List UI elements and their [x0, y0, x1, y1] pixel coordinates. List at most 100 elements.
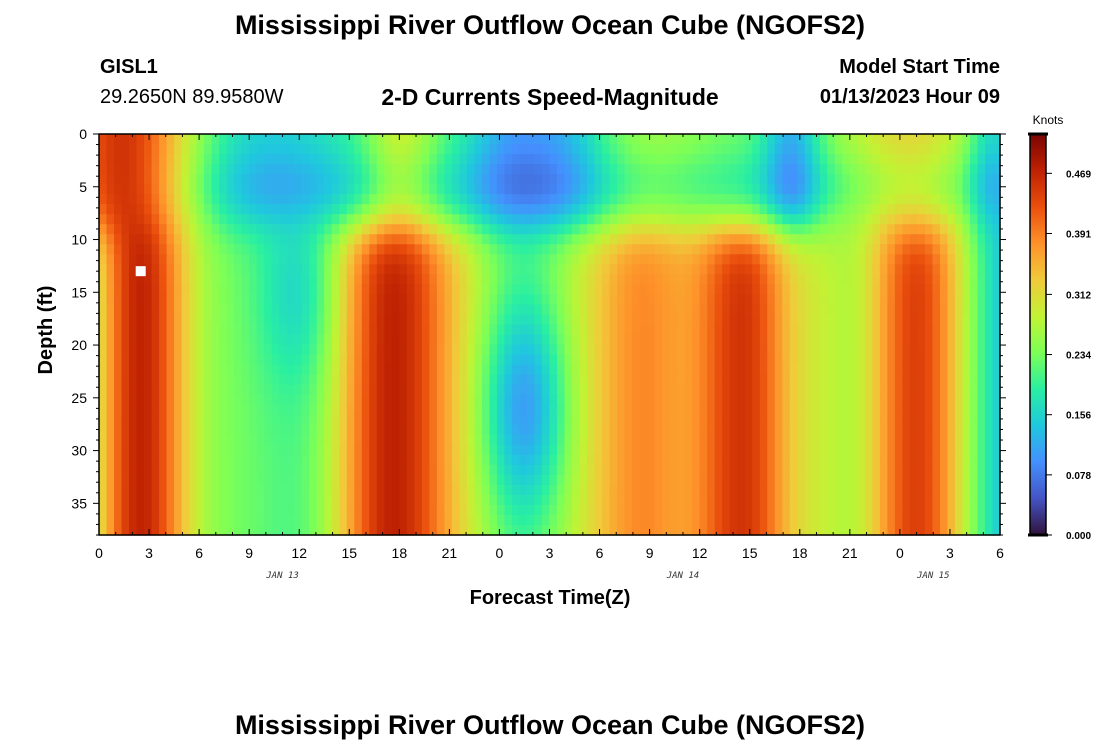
heatmap-cell	[699, 344, 708, 356]
heatmap-cell	[752, 304, 761, 316]
heatmap-cell	[767, 384, 776, 396]
heatmap-cell	[924, 144, 934, 155]
heatmap-cell	[466, 404, 476, 416]
heatmap-cell	[106, 334, 115, 346]
heatmap-cell	[827, 374, 836, 386]
heatmap-cell	[534, 254, 543, 265]
station-marker	[135, 266, 146, 277]
heatmap-cell	[662, 404, 671, 416]
heatmap-cell	[369, 464, 378, 476]
heatmap-cell	[969, 174, 979, 185]
heatmap-cell	[436, 524, 445, 536]
heatmap-cell	[234, 484, 243, 496]
heatmap-cell	[151, 424, 160, 436]
heatmap-cell	[992, 414, 1001, 426]
heatmap-cell	[414, 394, 423, 406]
heatmap-cell	[496, 294, 506, 306]
heatmap-cell	[474, 504, 483, 516]
heatmap-cell	[557, 224, 566, 235]
heatmap-cell	[361, 364, 370, 376]
heatmap-cell	[572, 374, 581, 386]
heatmap-cell	[954, 174, 964, 185]
heatmap-cell	[196, 134, 205, 145]
heatmap-cell	[714, 184, 723, 195]
heatmap-cell	[587, 414, 596, 426]
heatmap-cell	[166, 404, 175, 416]
heatmap-cell	[842, 314, 851, 326]
heatmap-cell	[992, 464, 1001, 476]
heatmap-cell	[504, 484, 513, 496]
heatmap-cell	[609, 194, 618, 205]
heatmap-cell	[947, 164, 956, 175]
heatmap-cell	[331, 184, 340, 195]
heatmap-cell	[954, 214, 964, 225]
heatmap-cell	[459, 284, 468, 296]
heatmap-cell	[684, 384, 693, 396]
heatmap-cell	[774, 304, 783, 316]
heatmap-cell	[114, 314, 123, 326]
heatmap-cell	[481, 474, 491, 486]
heatmap-cell	[346, 224, 355, 235]
heatmap-cell	[331, 444, 340, 456]
heatmap-cell	[744, 474, 753, 486]
heatmap-cell	[406, 224, 415, 235]
heatmap-cell	[947, 504, 956, 516]
heatmap-cell	[301, 394, 310, 406]
heatmap-cell	[511, 154, 521, 165]
heatmap-cell	[151, 374, 160, 386]
heatmap-cell	[617, 224, 626, 235]
heatmap-cell	[114, 464, 123, 476]
heatmap-cell	[647, 344, 656, 356]
heatmap-cell	[264, 384, 273, 396]
heatmap-cell	[692, 454, 701, 466]
heatmap-cell	[339, 204, 348, 215]
heatmap-cell	[129, 394, 138, 406]
heatmap-cell	[684, 184, 693, 195]
heatmap-cell	[759, 264, 768, 275]
heatmap-cell	[151, 244, 160, 255]
heatmap-cell	[136, 154, 145, 165]
heatmap-cell	[699, 314, 708, 326]
heatmap-cell	[106, 494, 115, 506]
heatmap-cell	[969, 254, 979, 265]
heatmap-cell	[271, 374, 280, 386]
heatmap-cell	[204, 184, 213, 195]
heatmap-cell	[474, 484, 483, 496]
heatmap-cell	[114, 134, 123, 145]
heatmap-cell	[189, 324, 198, 336]
heatmap-cell	[286, 134, 295, 145]
heatmap-cell	[241, 184, 250, 195]
heatmap-cell	[624, 504, 633, 516]
heatmap-cell	[759, 524, 768, 536]
heatmap-cell	[564, 464, 573, 476]
heatmap-cell	[744, 524, 753, 536]
heatmap-cell	[384, 324, 393, 336]
heatmap-cell	[864, 374, 873, 386]
heatmap-cell	[909, 374, 919, 386]
heatmap-cell	[331, 174, 340, 185]
heatmap-cell	[189, 364, 198, 376]
heatmap-cell	[534, 504, 543, 516]
heatmap-cell	[324, 134, 333, 145]
heatmap-cell	[572, 384, 581, 396]
heatmap-cell	[969, 474, 979, 486]
heatmap-cell	[849, 444, 858, 456]
heatmap-cell	[737, 214, 746, 225]
heatmap-cell	[962, 354, 971, 366]
heatmap-cell	[106, 354, 115, 366]
heatmap-cell	[376, 454, 385, 466]
heatmap-cell	[887, 274, 896, 285]
heatmap-cell	[617, 494, 626, 506]
heatmap-cell	[414, 274, 423, 285]
heatmap-cell	[436, 194, 445, 205]
heatmap-cell	[842, 484, 851, 496]
heatmap-cell	[812, 354, 821, 366]
heatmap-cell	[316, 354, 325, 366]
heatmap-cell	[346, 494, 355, 506]
heatmap-cell	[534, 494, 543, 506]
heatmap-cell	[369, 374, 378, 386]
heatmap-cell	[587, 494, 596, 506]
heatmap-cell	[376, 394, 385, 406]
heatmap-cell	[174, 264, 183, 275]
heatmap-cell	[541, 394, 551, 406]
